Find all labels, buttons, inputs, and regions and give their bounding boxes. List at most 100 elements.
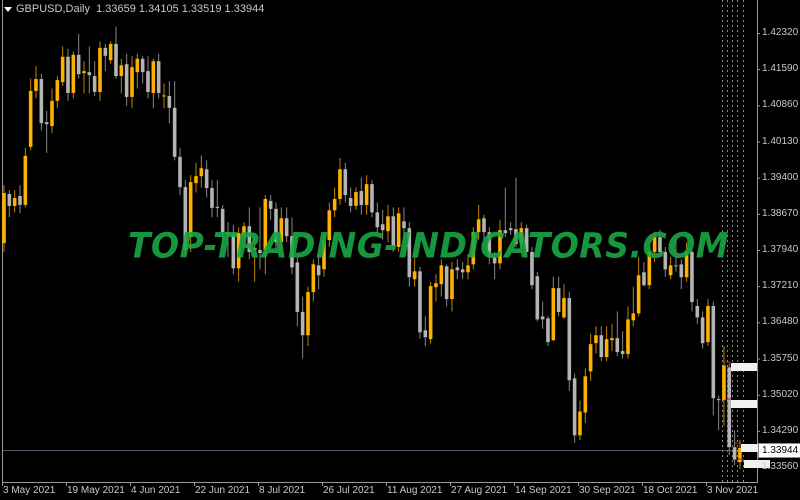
candle-body <box>268 200 273 209</box>
price-marker-box <box>731 363 757 371</box>
chart-title: GBPUSD,Daily 1.33659 1.34105 1.33519 1.3… <box>4 3 264 15</box>
candle <box>34 66 38 99</box>
candle <box>572 373 577 443</box>
candle <box>466 254 470 280</box>
candle-body <box>492 256 497 264</box>
candle-body <box>663 251 668 270</box>
price-marker-box <box>744 460 770 468</box>
candle <box>178 147 182 196</box>
candle <box>471 227 476 270</box>
candle-body <box>658 237 662 252</box>
date-tick-label: 11 Aug 2021 <box>387 485 443 496</box>
candle <box>524 224 529 257</box>
symbol-label: GBPUSD,Daily <box>16 3 90 15</box>
candle <box>482 214 486 240</box>
candle <box>700 311 705 349</box>
candle <box>439 259 444 297</box>
candle <box>300 296 305 359</box>
candle-body <box>194 176 198 184</box>
candle-body <box>386 216 390 232</box>
candle <box>412 251 417 287</box>
candle <box>215 180 220 218</box>
candle <box>98 41 102 101</box>
candle <box>492 251 497 280</box>
price-marker-box <box>741 444 767 452</box>
candle-body <box>722 365 726 401</box>
price-tick-label: 1.41590 <box>762 63 799 75</box>
candle <box>39 73 44 131</box>
order-markers <box>725 361 770 468</box>
candle-body <box>380 224 385 231</box>
candle <box>674 239 678 272</box>
candle-body <box>727 367 732 448</box>
candle-body <box>146 71 150 92</box>
candle <box>12 190 17 213</box>
candle-body <box>514 229 518 245</box>
candle-body <box>71 54 76 93</box>
candle <box>140 56 145 84</box>
candle <box>364 175 369 215</box>
dropdown-triangle-icon[interactable] <box>4 6 12 12</box>
date-tick-label: 4 Jun 2021 <box>131 485 181 496</box>
candle <box>55 76 60 109</box>
date-tick-label: 19 May 2021 <box>67 485 125 496</box>
candle <box>567 291 572 391</box>
candle <box>380 209 385 240</box>
candle-body <box>455 267 460 271</box>
candle-body <box>615 338 620 353</box>
candle <box>551 276 556 342</box>
candle-body <box>332 198 337 211</box>
candle <box>391 207 396 252</box>
candle <box>679 259 684 290</box>
date-tick-label: 22 Jun 2021 <box>195 485 251 496</box>
candle <box>290 217 294 275</box>
candle-body <box>402 221 406 229</box>
candle <box>338 157 342 205</box>
candle-body <box>364 184 369 205</box>
candle <box>66 48 70 101</box>
candle <box>428 281 433 344</box>
candle-body <box>316 265 321 276</box>
price-tick-label: 1.35750 <box>762 352 799 364</box>
candle <box>711 301 716 416</box>
candle-body <box>23 155 28 205</box>
candle <box>738 439 742 470</box>
price-tick-label: 1.34290 <box>762 424 799 436</box>
candle-body <box>668 265 673 276</box>
candle-body <box>162 95 166 97</box>
candle <box>455 259 460 280</box>
candle <box>236 227 241 282</box>
date-tick-label: 14 Sep 2021 <box>515 485 572 496</box>
candle <box>60 46 65 87</box>
candle-body <box>567 298 572 381</box>
candle <box>562 284 566 319</box>
candle-body <box>476 219 481 233</box>
candle <box>258 207 262 270</box>
candle <box>535 271 540 322</box>
candle <box>402 207 406 238</box>
candle <box>242 222 246 248</box>
candle-body <box>124 64 129 97</box>
candle-body <box>375 212 380 228</box>
candle-body <box>450 269 454 300</box>
candle <box>343 162 348 203</box>
candle <box>82 61 86 94</box>
candle <box>434 274 438 302</box>
candle-body <box>18 195 22 205</box>
candle-body <box>322 240 326 270</box>
candle-body <box>236 233 241 269</box>
candle-body <box>284 218 289 237</box>
candle-body <box>279 218 284 243</box>
price-tick-label: 1.36480 <box>762 316 799 328</box>
candle <box>652 232 657 262</box>
candle-body <box>28 90 33 147</box>
candle-body <box>103 47 108 56</box>
candle <box>2 185 6 252</box>
candle-body <box>290 236 294 268</box>
candle <box>306 286 310 347</box>
candle <box>220 204 225 240</box>
candle <box>727 363 732 456</box>
price-marker-box <box>731 400 757 408</box>
candle <box>407 222 412 287</box>
